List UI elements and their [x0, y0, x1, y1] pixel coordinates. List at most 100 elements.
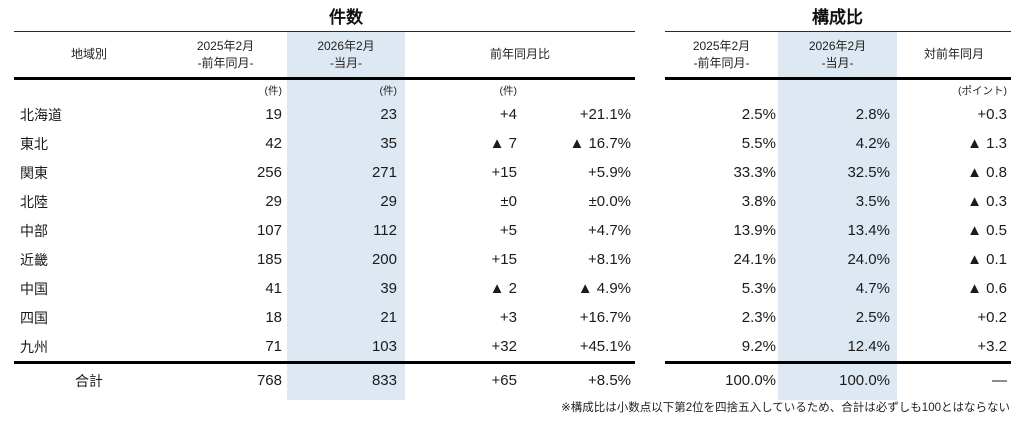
header-line1: 2026年2月 [808, 39, 867, 54]
header-row: 2025年2月 -前年同月- 2026年2月 -当月- 対前年同月 [665, 32, 1011, 77]
cell-curr: 29 [380, 193, 397, 210]
composition-ratio-table: 構成比 2025年2月 -前年同月- 2026年2月 -当月- 対前年同月 (ポ… [665, 0, 1011, 424]
cell-pct: ▲ 4.9% [577, 280, 631, 297]
cell-region: 近畿 [20, 251, 48, 268]
cell-curr: 271 [371, 164, 397, 181]
cell-curr: 2.5% [855, 309, 890, 326]
total-rule [14, 361, 635, 364]
cell-curr: 3.5% [855, 193, 890, 210]
cell-pt: ▲ 0.8 [967, 164, 1007, 181]
header-line1: 2026年2月 [317, 39, 375, 54]
header-line2: -前年同月- [693, 55, 750, 70]
cell-curr: 12.4% [847, 338, 890, 355]
cell-prev: 18 [265, 309, 282, 326]
cell-prev: 42 [265, 135, 282, 152]
cell-curr: 2.8% [855, 106, 890, 123]
cell-curr: 4.2% [855, 135, 890, 152]
cell-diff: ▲ 2 [489, 280, 517, 297]
cell-pt: +0.3 [977, 106, 1007, 123]
cell-prev: 9.2% [741, 338, 776, 355]
table-row: 中国 41 39 ▲ 2 ▲ 4.9% [14, 274, 635, 303]
cell-region: 北陸 [20, 193, 48, 210]
cell-prev: 33.3% [733, 164, 776, 181]
table-row: 24.1% 24.0% ▲ 0.1 [665, 245, 1011, 274]
cell-diff: +32 [491, 338, 517, 355]
table-row: 東北 42 35 ▲ 7 ▲ 16.7% [14, 129, 635, 158]
cell-diff: +15 [491, 164, 517, 181]
cell-pt: ▲ 0.5 [967, 222, 1007, 239]
cell-prev: 3.8% [741, 193, 776, 210]
column-header-yoy-points: 対前年同月 [923, 47, 984, 62]
unit-points: (ポイント) [958, 84, 1007, 97]
cell-prev: 2.3% [741, 309, 776, 326]
table-row: 北海道 19 23 +4 +21.1% [14, 100, 635, 129]
cell-diff: ▲ 7 [489, 135, 517, 152]
cell-diff: +5 [499, 222, 517, 239]
total-pct: +8.5% [588, 372, 631, 389]
header-line1: 2025年2月 [196, 39, 255, 54]
cell-curr: 103 [371, 338, 397, 355]
unit-curr: (件) [379, 84, 398, 97]
table-title-kouseihi: 構成比 [812, 8, 863, 27]
column-header-prev-month: 2025年2月 -前年同月- [665, 38, 778, 70]
cell-prev: 185 [256, 251, 282, 268]
cell-pt: +0.2 [977, 309, 1007, 326]
cell-pt: ▲ 0.3 [967, 193, 1007, 210]
cell-prev: 13.9% [733, 222, 776, 239]
cell-prev: 41 [265, 280, 282, 297]
column-header-yoy: 前年同月比 [489, 47, 550, 62]
cell-prev: 19 [265, 106, 282, 123]
cell-pct: +16.7% [579, 309, 631, 326]
unit-yoy: (件) [499, 84, 518, 97]
rounding-footnote: ※構成比は小数点以下第2位を四捨五入しているため、合計は必ずしも100とはならな… [561, 402, 1010, 414]
cell-diff: +15 [491, 251, 517, 268]
table-row: 中部 107 112 +5 +4.7% [14, 216, 635, 245]
table-row: 2.3% 2.5% +0.2 [665, 303, 1011, 332]
cell-pct: ±0.0% [588, 193, 631, 210]
table-body: 2.5% 2.8% +0.3 5.5% 4.2% ▲ 1.3 33.3% 32.5% ▲ 0.8… [665, 100, 1011, 361]
cell-region: 中部 [20, 222, 48, 239]
table-row: 5.3% 4.7% ▲ 0.6 [665, 274, 1011, 303]
cell-pt: +3.2 [977, 338, 1007, 355]
header-line1: 2025年2月 [692, 39, 751, 54]
total-prev: 100.0% [725, 372, 776, 389]
cell-diff: +4 [499, 106, 517, 123]
header-rule [14, 77, 635, 80]
column-header-current-month: 2026年2月 -当月- [287, 38, 405, 70]
table-row: 四国 18 21 +3 +16.7% [14, 303, 635, 332]
case-count-table: 件数 地域別 2025年2月 -前年同月- 2026年2月 -当月- 前年同月比… [14, 0, 635, 424]
cell-prev: 2.5% [741, 106, 776, 123]
cell-pct: ▲ 16.7% [569, 135, 631, 152]
table-row: 近畿 185 200 +15 +8.1% [14, 245, 635, 274]
table-row: 33.3% 32.5% ▲ 0.8 [665, 158, 1011, 187]
table-row: 13.9% 13.4% ▲ 0.5 [665, 216, 1011, 245]
table-row: 9.2% 12.4% +3.2 [665, 332, 1011, 361]
cell-prev: 256 [256, 164, 282, 181]
header-line2: -前年同月- [197, 55, 254, 70]
cell-curr: 35 [380, 135, 397, 152]
current-month-highlight-band [778, 32, 897, 400]
unit-prev: (件) [264, 84, 283, 97]
current-month-highlight-band [287, 32, 405, 400]
top-rule [14, 31, 635, 32]
cell-pct: +8.1% [588, 251, 631, 268]
table-row: 関東 256 271 +15 +5.9% [14, 158, 635, 187]
cell-region: 北海道 [20, 106, 62, 123]
column-header-region: 地域別 [70, 47, 107, 62]
cell-prev: 24.1% [733, 251, 776, 268]
cell-pct: +21.1% [579, 106, 631, 123]
total-row: 合計 768 833 +65 +8.5% [14, 364, 635, 397]
cell-pt: ▲ 0.1 [967, 251, 1007, 268]
table-row: 3.8% 3.5% ▲ 0.3 [665, 187, 1011, 216]
table-body: 北海道 19 23 +4 +21.1% 東北 42 35 ▲ 7 ▲ 16.7% 関東 256 271 +… [14, 100, 635, 361]
table-row: 北陸 29 29 ±0 ±0.0% [14, 187, 635, 216]
cell-pct: +5.9% [588, 164, 631, 181]
cell-curr: 23 [380, 106, 397, 123]
cell-curr: 24.0% [847, 251, 890, 268]
total-prev: 768 [256, 372, 282, 389]
total-rule [665, 361, 1011, 364]
top-rule [665, 31, 1011, 32]
cell-pt: ▲ 0.6 [967, 280, 1007, 297]
cell-region: 四国 [20, 309, 48, 326]
